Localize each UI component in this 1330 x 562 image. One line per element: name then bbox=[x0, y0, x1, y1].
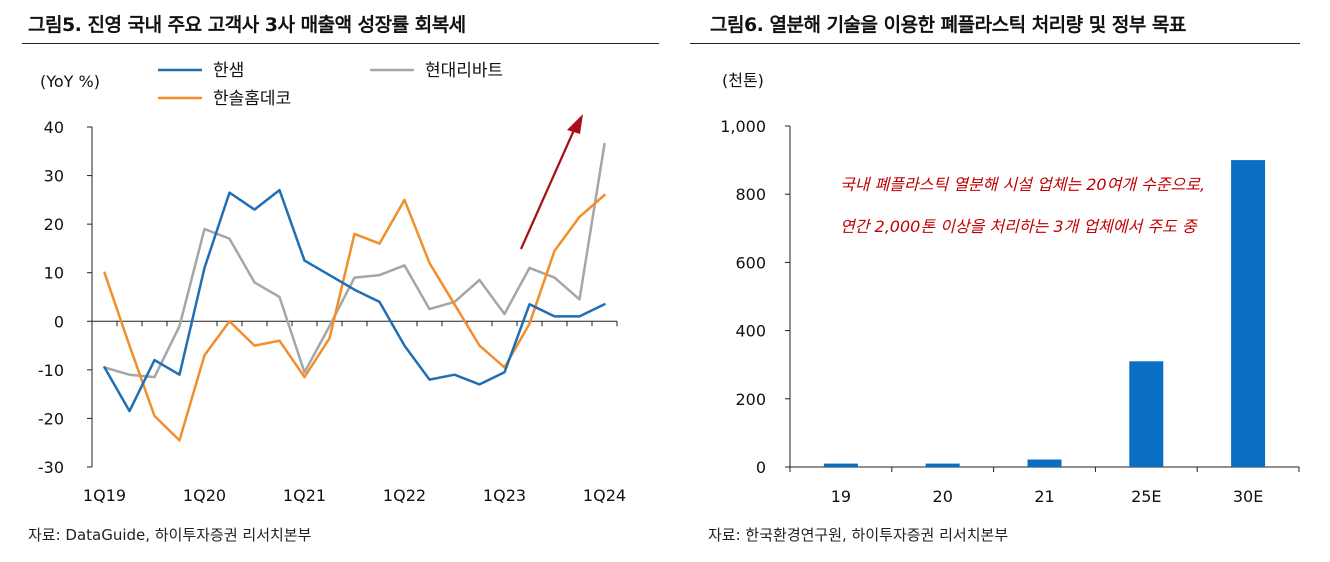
bar-chart: (천톤) 1,000 800 600 400 200 0 19 20 21 25E 30E 국내 폐플라… bbox=[720, 71, 1300, 506]
line-chart: (YoY %) 40 30 20 10 0 -10 -20 -30 1Q19 1Q20 1Q21 1Q2… bbox=[38, 61, 626, 505]
y-tick-label: 1,000 bbox=[720, 117, 766, 136]
x-tick-label: 1Q23 bbox=[483, 486, 526, 505]
x-tick-label: 1Q21 bbox=[283, 486, 326, 505]
y-tick-label: 800 bbox=[735, 185, 766, 204]
recovery-arrow-shaft bbox=[519, 129, 576, 250]
y-axis-unit-label: (YoY %) bbox=[40, 72, 100, 91]
bar-30E bbox=[1231, 160, 1266, 467]
bar-20 bbox=[925, 463, 960, 467]
y-tick-label: 0 bbox=[756, 458, 766, 477]
x-tick-label: 1Q24 bbox=[583, 486, 626, 505]
y-tick-label: 0 bbox=[54, 312, 64, 331]
annotation-line: 연간 2,000톤 이상을 처리하는 3개 업체에서 주도 중 bbox=[840, 217, 1198, 236]
y-axis-unit-label: (천톤) bbox=[722, 71, 764, 90]
y-tick-label: 600 bbox=[735, 253, 766, 272]
y-tick-label: -30 bbox=[38, 458, 64, 477]
left-chart-title: 그림5. 진영 국내 주요 고객사 3사 매출액 성장률 회복세 bbox=[28, 14, 466, 36]
series-line-hyundai bbox=[103, 142, 606, 379]
annotation-line: 국내 폐플라스틱 열분해 시설 업체는 20여개 수준으로, bbox=[840, 175, 1205, 194]
y-tick-label: -20 bbox=[38, 409, 64, 428]
y-tick-label: -10 bbox=[38, 361, 64, 380]
x-tick-label: 1Q19 bbox=[83, 486, 126, 505]
y-tick-label: 400 bbox=[735, 322, 766, 341]
series-line-hansem bbox=[103, 188, 606, 413]
legend-label-hyundai: 현대리바트 bbox=[425, 61, 503, 81]
x-category-label: 30E bbox=[1233, 487, 1263, 506]
x-category-label: 21 bbox=[1034, 487, 1054, 506]
legend-label-hansol: 한솔홈데코 bbox=[213, 89, 291, 109]
left-chart-source: 자료: DataGuide, 하이투자증권 리서치본부 bbox=[28, 526, 312, 544]
right-chart-panel: 그림6. 열분해 기술을 이용한 폐플라스틱 처리량 및 정부 목표 (천톤) 1… bbox=[690, 0, 1330, 562]
x-category-label: 25E bbox=[1131, 487, 1161, 506]
recovery-arrow-head bbox=[567, 114, 583, 134]
x-category-label: 19 bbox=[831, 487, 851, 506]
y-tick-label: 10 bbox=[44, 264, 64, 283]
x-tick-label: 1Q20 bbox=[183, 486, 226, 505]
y-tick-label: 40 bbox=[44, 118, 64, 137]
legend-label-hansem: 한샘 bbox=[213, 61, 244, 81]
bar-25E bbox=[1129, 361, 1164, 467]
series-line-hansol bbox=[103, 193, 606, 442]
right-title-divider bbox=[690, 43, 1300, 44]
bar-21 bbox=[1027, 459, 1062, 467]
left-title-divider bbox=[22, 43, 659, 44]
x-tick-label: 1Q22 bbox=[383, 486, 426, 505]
left-chart-panel: 그림5. 진영 국내 주요 고객사 3사 매출액 성장률 회복세 (YoY %)… bbox=[22, 14, 659, 544]
right-chart-source: 자료: 한국환경연구원, 하이투자증권 리서치본부 bbox=[708, 526, 1009, 544]
y-tick-label: 30 bbox=[44, 167, 64, 186]
y-tick-label: 20 bbox=[44, 215, 64, 234]
right-chart-title: 그림6. 열분해 기술을 이용한 폐플라스틱 처리량 및 정부 목표 bbox=[710, 14, 1186, 36]
y-tick-label: 200 bbox=[735, 390, 766, 409]
x-category-label: 20 bbox=[933, 487, 953, 506]
bar-19 bbox=[823, 463, 858, 467]
